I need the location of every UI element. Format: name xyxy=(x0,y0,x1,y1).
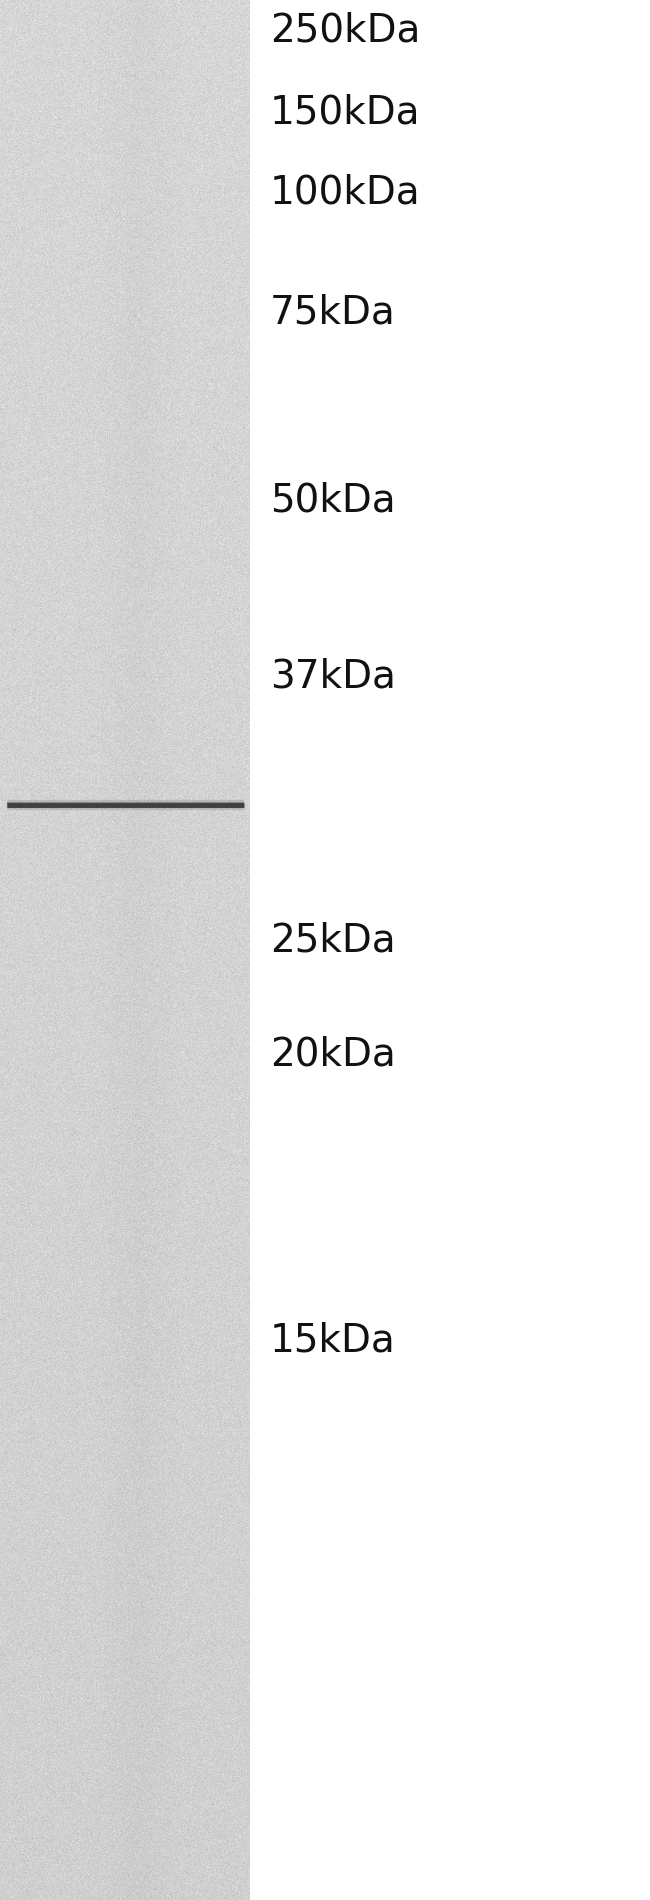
Text: 250kDa: 250kDa xyxy=(270,11,420,49)
Text: 15kDa: 15kDa xyxy=(270,1320,395,1358)
Text: 75kDa: 75kDa xyxy=(270,293,395,331)
Text: 25kDa: 25kDa xyxy=(270,922,395,960)
Text: 50kDa: 50kDa xyxy=(270,481,395,519)
Text: 37kDa: 37kDa xyxy=(270,657,396,695)
Text: 150kDa: 150kDa xyxy=(270,93,421,131)
Text: 100kDa: 100kDa xyxy=(270,175,421,213)
Text: 20kDa: 20kDa xyxy=(270,1036,395,1073)
Bar xyxy=(250,0,650,1900)
